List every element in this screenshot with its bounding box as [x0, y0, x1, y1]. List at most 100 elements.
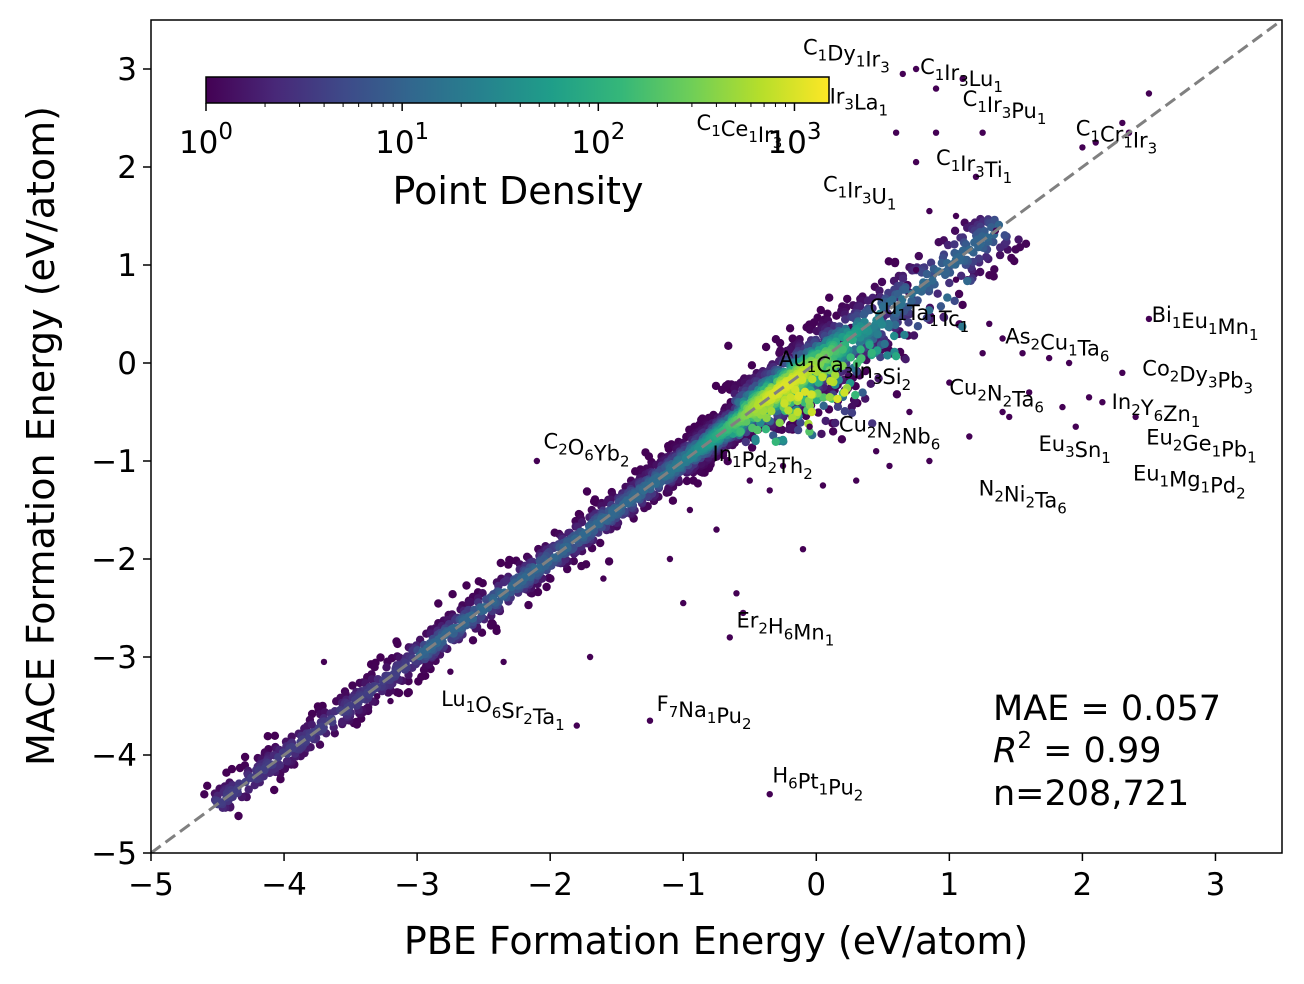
stat-r2: R2 = 0.99: [993, 728, 1161, 771]
scatter-point: [761, 342, 771, 352]
outlier-point: [500, 658, 507, 666]
scatter-point: [761, 425, 771, 434]
scatter-point: [689, 476, 698, 485]
scatter-point: [922, 269, 932, 279]
outlier-label: Cu2N2Ta6: [949, 375, 1044, 416]
scatter-point: [203, 781, 212, 790]
scatter-point: [793, 425, 803, 435]
scatter-point: [941, 267, 951, 277]
outlier-point: [680, 599, 687, 607]
scatter-point: [805, 427, 814, 436]
scatter-point: [240, 752, 250, 762]
scatter-point: [890, 258, 900, 268]
colorbar-gradient: [205, 76, 830, 104]
parity-line: [151, 20, 1282, 853]
y-axis-title: MACE Formation Energy (eV/atom): [19, 106, 63, 766]
scatter-point: [382, 663, 391, 672]
scatter-point: [448, 590, 457, 599]
scatter-point: [404, 688, 413, 697]
scatter-point: [1014, 235, 1023, 244]
outlier-label: Eu2Ge1Pb1: [1146, 425, 1256, 466]
y-tick-label: −4: [91, 738, 137, 774]
scatter-point: [904, 318, 913, 327]
scatter-point: [348, 681, 357, 690]
scatter-point: [794, 391, 804, 400]
scatter-point: [775, 348, 784, 358]
outlier-point: [999, 335, 1006, 342]
x-tick-label: −4: [261, 867, 307, 903]
scatter-point: [817, 429, 826, 439]
outlier-label: In2Y6Zn1: [1112, 390, 1201, 431]
outlier-label: Eu3Sn1: [1039, 432, 1111, 467]
scatter-point: [496, 558, 505, 568]
colorbar-tick-label: 102: [571, 119, 625, 161]
outlier-point: [1119, 119, 1126, 127]
outlier-point: [320, 658, 328, 666]
outlier-label: Lu1O6Sr2Ta1: [441, 687, 565, 734]
scatter-point: [524, 600, 533, 610]
scatter-point: [376, 653, 385, 662]
colorbar-title: Point Density: [393, 169, 644, 213]
colorbar-tick-label: 100: [179, 119, 233, 161]
scatter-point: [880, 339, 889, 349]
scatter-point: [1000, 231, 1009, 240]
scatter-point: [933, 289, 942, 298]
outlier-label: Au1Ca3In3Si2: [779, 347, 911, 394]
scatter-point: [985, 271, 994, 280]
scatter-point: [855, 302, 865, 311]
outlier-label: Co2Dy3Pb3: [1142, 357, 1253, 398]
outlier-label: C1Ir3U1: [823, 173, 897, 214]
outlier-point: [906, 408, 913, 416]
outlier-label: C1Ir3Lu1: [920, 55, 1003, 96]
outlier-label: C1Dy1Ir3: [803, 35, 890, 76]
outlier-point: [1072, 423, 1079, 430]
outlier-point: [853, 477, 860, 484]
stat-r2-value: = 0.99: [1032, 731, 1162, 771]
outlier-point: [573, 722, 580, 729]
outlier-point: [533, 457, 541, 465]
scatter-point: [668, 496, 678, 505]
scatter-point: [747, 361, 757, 370]
scatter-point: [865, 305, 874, 315]
outlier-label: C1Ce1Ir3: [697, 111, 783, 152]
scatter-point: [874, 374, 883, 383]
scatter-point: [831, 360, 840, 369]
scatter-point: [550, 553, 559, 562]
outlier-point: [779, 462, 787, 470]
scatter-point: [884, 322, 893, 331]
scatter-point: [769, 431, 778, 440]
scatter-point: [950, 296, 959, 306]
scatter-point: [812, 367, 821, 376]
outlier-point: [986, 320, 993, 327]
scatter-point: [914, 251, 923, 261]
y-tick-label: 3: [117, 52, 137, 88]
outlier-point: [546, 575, 554, 582]
outlier-point: [387, 697, 394, 705]
outlier-point: [1045, 354, 1053, 362]
scatter-point: [901, 355, 910, 364]
scatter-point: [900, 330, 909, 340]
scatter-point: [723, 457, 732, 466]
y-tick-label: 2: [117, 150, 137, 186]
outlier-label: Er2H6Mn1: [736, 609, 834, 650]
outlier-label: C1Ir3Pu1: [963, 87, 1047, 128]
scatter-point: [270, 731, 280, 740]
scatter-point: [784, 406, 793, 415]
scatter-point: [861, 366, 870, 376]
scatter-point: [844, 372, 853, 381]
scatter-point: [234, 811, 243, 821]
scatter-point: [569, 557, 578, 566]
scatter-point: [846, 353, 855, 362]
scatter-point: [786, 393, 795, 402]
scatter-point: [878, 302, 888, 311]
scatter-point: [890, 331, 899, 341]
outlier-point: [999, 408, 1006, 416]
scatter-point: [833, 402, 843, 411]
outlier-annotations: C1Dy1Ir3 C1Ir3Lu1 Ir3La1 C1Ir3Pu1 C1Ce1Ir3 C1…: [441, 35, 1258, 804]
scatter-point: [577, 561, 586, 571]
scatter-point: [958, 322, 967, 331]
outlier-point: [872, 448, 880, 455]
scatter-point: [227, 764, 237, 774]
outlier-point: [932, 85, 940, 92]
